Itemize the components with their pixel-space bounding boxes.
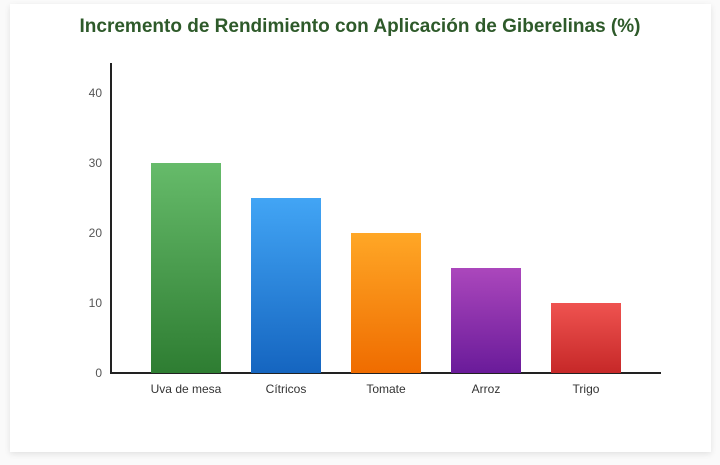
- y-tick-label: 0: [95, 366, 102, 380]
- bar-arroz: [451, 268, 521, 373]
- chart-card: [10, 4, 711, 452]
- x-tick-label: Arroz: [471, 382, 501, 396]
- y-tick-label: 20: [88, 226, 102, 240]
- y-tick-label: 10: [88, 296, 102, 310]
- x-tick-label: Uva de mesa: [150, 382, 222, 396]
- bar-uva-de-mesa: [151, 163, 221, 373]
- x-axis: [110, 372, 661, 374]
- x-tick-label: Tomate: [366, 382, 406, 396]
- x-tick-label: Cítricos: [265, 382, 307, 396]
- y-axis: [110, 63, 112, 374]
- y-tick-label: 30: [88, 156, 102, 170]
- chart-title: Incremento de Rendimiento con Aplicación…: [79, 16, 641, 37]
- y-tick-label: 40: [88, 86, 102, 100]
- bar-tomate: [351, 233, 421, 373]
- x-tick-label: Trigo: [572, 382, 600, 396]
- bar-trigo: [551, 303, 621, 373]
- bar-citricos: [251, 198, 321, 373]
